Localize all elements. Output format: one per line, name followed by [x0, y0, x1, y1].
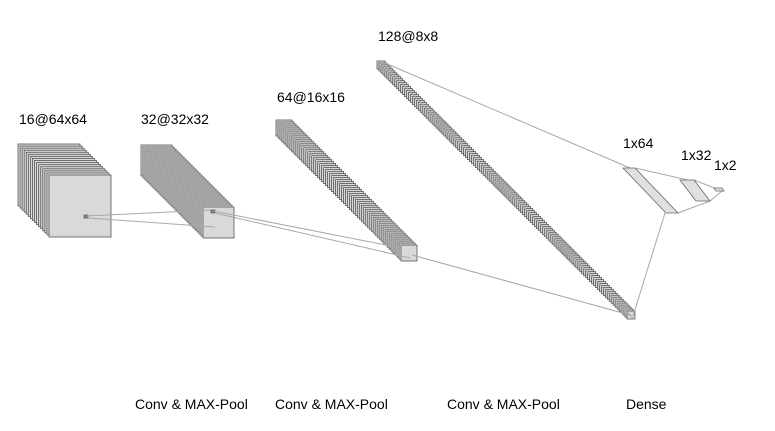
stack-conv2-feature-maps [275, 119, 418, 262]
layer-label-dense1: 1x64 [623, 135, 654, 151]
layer-label-conv3: 128@8x8 [378, 28, 438, 44]
layer-connectors [83, 62, 723, 319]
connector-conv1-conv2-a [212, 210, 402, 249]
layer-label-conv1: 32@32x32 [141, 111, 209, 127]
connector-input-conv1-a [85, 209, 213, 217]
feature-map-conv2 [400, 244, 418, 262]
dense-layer-1x64 [622, 167, 679, 214]
stack-input-feature-maps [17, 143, 112, 238]
operation-label-3: Conv & MAX-Pool [447, 396, 560, 412]
stack-conv1-feature-maps [140, 144, 235, 239]
connector-dense1-dense2-a [634, 167, 689, 181]
kernel-marker-input [83, 214, 89, 219]
operation-label-2: Conv & MAX-Pool [275, 396, 388, 412]
dense-layer-1x32 [679, 179, 711, 202]
connector-conv3-dense1-b [632, 212, 666, 317]
connector-dense2-dense3-b [709, 190, 723, 202]
connector-conv2-conv3-b [411, 254, 631, 316]
feature-map-conv3 [626, 310, 636, 320]
connector-conv3-dense1-a [384, 62, 631, 169]
operation-label-1: Conv & MAX-Pool [135, 396, 248, 412]
connector-conv1-conv2-b [214, 212, 411, 259]
layer-label-dense2: 1x32 [681, 147, 712, 163]
connector-dense1-dense2-b [677, 200, 711, 214]
operation-label-4: Dense [626, 396, 667, 412]
connector-conv2-conv3-a [384, 65, 634, 319]
dense-layer-1x2 [713, 187, 725, 192]
connector-input-conv1-b [87, 217, 216, 228]
connector-dense2-dense3-a [693, 179, 718, 190]
layer-label-conv2: 64@16x16 [277, 89, 345, 105]
feature-map-input [48, 174, 112, 238]
layer-label-input: 16@64x64 [19, 111, 87, 127]
layer-label-dense3: 1x2 [714, 157, 737, 173]
